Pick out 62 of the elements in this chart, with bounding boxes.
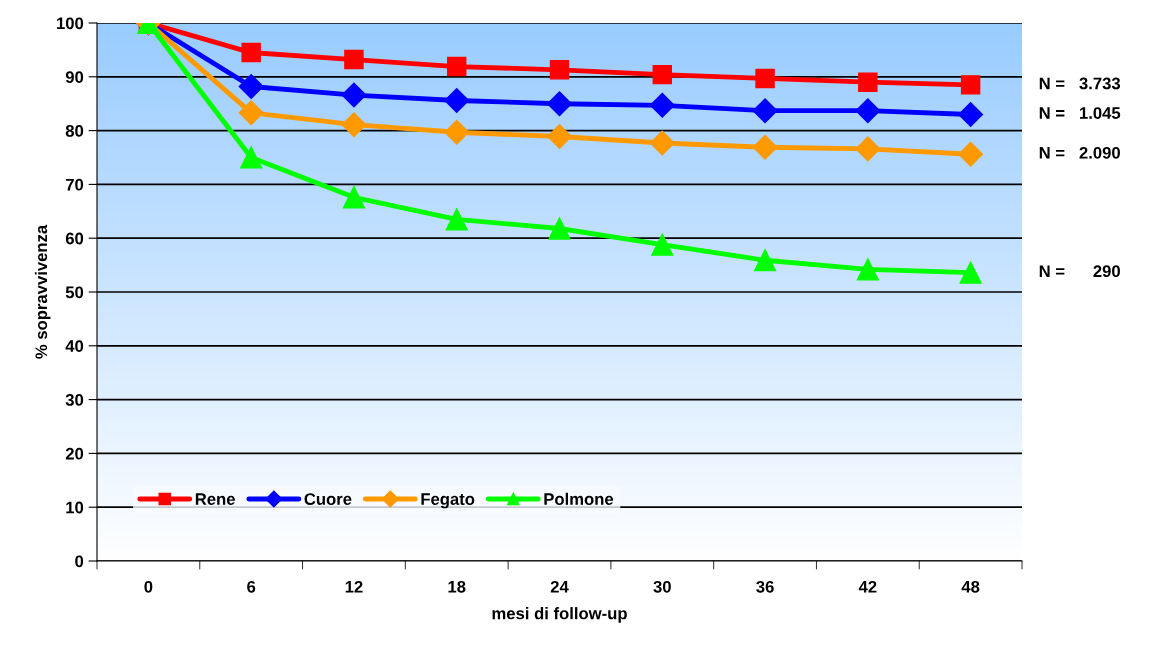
point bbox=[444, 87, 470, 113]
y-axis-title: % sopravvivenza bbox=[34, 224, 51, 359]
point bbox=[445, 208, 468, 231]
text: N = 1.045 bbox=[1039, 107, 1121, 119]
y-tick-label: 20 bbox=[65, 447, 84, 460]
x-tick-label: 42 bbox=[858, 580, 877, 593]
point bbox=[958, 141, 984, 167]
point bbox=[547, 124, 572, 149]
point bbox=[547, 91, 572, 117]
y-tick-label: 10 bbox=[66, 501, 84, 514]
point bbox=[241, 42, 261, 63]
point bbox=[755, 68, 775, 89]
y-tick-label: 40 bbox=[65, 340, 84, 352]
point bbox=[444, 119, 470, 145]
y-tick-label: 80 bbox=[65, 125, 84, 137]
point bbox=[649, 92, 675, 118]
x-tick-label: 36 bbox=[756, 580, 774, 593]
point bbox=[238, 100, 264, 126]
point bbox=[652, 64, 673, 85]
x-tick-label: 0 bbox=[144, 580, 153, 593]
point bbox=[651, 233, 674, 256]
point bbox=[752, 98, 778, 124]
text: N = 2.090 bbox=[1039, 146, 1120, 159]
x-tick-label: 18 bbox=[448, 580, 466, 593]
point bbox=[958, 101, 984, 127]
legend-label: Fegato bbox=[421, 493, 475, 509]
y-tick-label: 100 bbox=[57, 17, 84, 30]
point bbox=[856, 258, 879, 281]
point bbox=[753, 249, 777, 272]
y-tick-label: 60 bbox=[65, 232, 84, 245]
point bbox=[752, 134, 778, 160]
y-tick-label: 90 bbox=[65, 71, 84, 83]
point bbox=[649, 130, 675, 156]
x-tick-label: 12 bbox=[345, 580, 363, 593]
text: N = 3.733 bbox=[1039, 77, 1121, 90]
point bbox=[238, 74, 264, 99]
x-tick-label: 30 bbox=[653, 580, 671, 593]
point bbox=[548, 217, 571, 240]
y-tick-label: 70 bbox=[65, 178, 84, 191]
point bbox=[959, 261, 982, 284]
point bbox=[858, 72, 878, 92]
legend-label: Cuore bbox=[304, 493, 352, 505]
point bbox=[855, 98, 881, 124]
x-tick-label: 48 bbox=[961, 580, 980, 593]
point bbox=[855, 136, 881, 162]
y-tick-label: 0 bbox=[75, 555, 84, 568]
y-tick-label: 50 bbox=[65, 286, 84, 299]
point bbox=[341, 112, 367, 138]
text: N = 290 bbox=[1039, 265, 1120, 278]
point bbox=[342, 186, 366, 209]
point bbox=[341, 82, 367, 108]
x-tick-label: 24 bbox=[550, 580, 569, 593]
point bbox=[446, 56, 467, 77]
legend-label: Rene bbox=[195, 493, 235, 505]
legend-label: Polmone bbox=[544, 492, 614, 505]
x-tick-label: 6 bbox=[247, 580, 256, 593]
y-tick-label: 30 bbox=[65, 394, 84, 406]
point bbox=[960, 75, 981, 95]
point bbox=[549, 60, 570, 80]
point bbox=[240, 146, 263, 169]
x-axis-title: mesi di follow-up bbox=[492, 607, 627, 623]
point bbox=[344, 49, 364, 70]
